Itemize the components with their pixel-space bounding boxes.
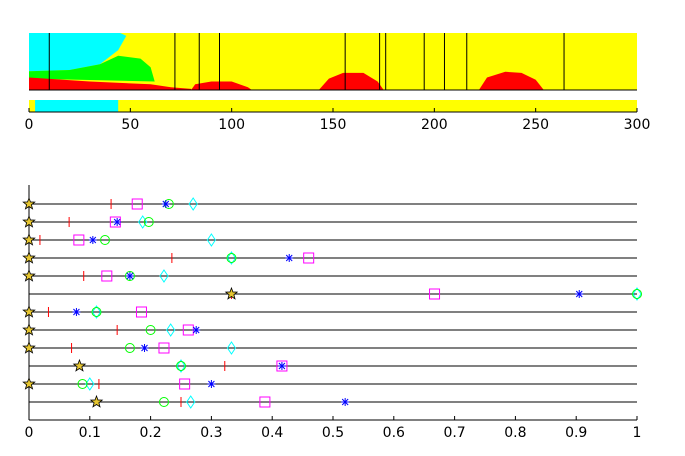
x-tick-label: 0.7	[443, 425, 465, 441]
diamond-marker	[632, 287, 642, 301]
x-tick-label: 250	[522, 117, 549, 133]
x-tick-label: 0.2	[139, 425, 161, 441]
square-marker	[429, 288, 441, 300]
circle-marker	[100, 235, 110, 245]
square-marker	[276, 360, 288, 372]
red-region-4	[478, 71, 544, 90]
diamond-marker	[159, 269, 169, 283]
star-marker	[22, 268, 36, 282]
row-3	[22, 232, 637, 247]
square-marker	[73, 234, 85, 246]
row-7	[22, 304, 637, 319]
red-region-3	[318, 72, 384, 90]
circle-marker	[632, 289, 642, 299]
bar-cyan	[35, 100, 119, 112]
x-tick-label: 1	[633, 425, 642, 441]
asterisk-marker	[192, 326, 201, 334]
red-region-2	[191, 81, 252, 90]
row-10	[29, 358, 637, 373]
asterisk-marker	[113, 218, 122, 226]
row-4	[22, 250, 637, 265]
asterisk-marker	[88, 236, 97, 244]
row-8	[22, 322, 637, 337]
star-marker	[22, 214, 36, 228]
x-tick-label: 0.9	[565, 425, 587, 441]
star-marker	[224, 286, 239, 300]
x-tick-label: 0.5	[322, 425, 344, 441]
diamond-marker	[186, 395, 196, 409]
square-marker	[131, 198, 143, 210]
x-tick-label: 0	[25, 425, 34, 441]
asterisk-marker	[140, 344, 149, 352]
star-marker	[22, 304, 36, 318]
asterisk-marker	[161, 200, 170, 208]
square-marker	[179, 378, 191, 390]
circle-marker	[226, 253, 237, 263]
square-marker	[259, 396, 271, 408]
asterisk-marker	[575, 290, 584, 298]
star-marker	[89, 394, 104, 408]
asterisk-marker	[72, 308, 81, 316]
green-region	[29, 55, 155, 82]
diamond-marker	[226, 341, 237, 355]
diamond-marker	[226, 251, 237, 265]
square-marker	[303, 252, 315, 264]
diamond-marker	[166, 323, 176, 337]
diamond-marker	[138, 215, 148, 229]
marker-rows-chart: 0 0.1 0.2 0.3 0.4 0.5 0.6 0.7 0.8 0.9 1	[22, 185, 642, 441]
square-marker	[135, 306, 147, 318]
diamond-marker	[176, 359, 186, 373]
circle-marker	[145, 325, 156, 335]
x-tick-label: 0.1	[79, 425, 101, 441]
x-tick-label: 0.8	[504, 425, 526, 441]
star-marker	[22, 376, 36, 390]
x-tick-label: 150	[320, 117, 347, 133]
star-marker	[22, 196, 36, 210]
bar-background	[29, 100, 637, 112]
row-9	[22, 340, 637, 355]
diamond-marker	[206, 233, 217, 247]
row-1	[22, 196, 637, 211]
x-tick-label: 50	[121, 117, 139, 133]
circle-marker	[124, 343, 135, 353]
x-tick-label: 200	[421, 117, 448, 133]
diamond-marker	[188, 197, 198, 211]
star-marker	[22, 340, 36, 354]
asterisk-marker	[125, 272, 134, 280]
asterisk-marker	[341, 398, 350, 406]
star-marker	[72, 358, 87, 372]
asterisk-marker	[207, 380, 216, 388]
top-band-chart: 0 50 100 150 200 250 300	[25, 33, 651, 133]
star-marker	[22, 322, 36, 336]
circle-marker	[91, 307, 102, 317]
row-11	[22, 376, 637, 391]
x-tick-label: 0.6	[383, 425, 405, 441]
circle-marker	[176, 361, 186, 371]
square-marker	[158, 342, 170, 354]
asterisk-marker	[285, 254, 294, 262]
circle-marker	[158, 397, 169, 407]
x-tick-label: 0.3	[200, 425, 222, 441]
square-marker	[101, 270, 113, 282]
circle-marker	[143, 217, 154, 227]
asterisk-marker	[277, 362, 286, 370]
star-marker	[22, 250, 36, 264]
row-6	[29, 286, 642, 301]
x-tick-label: 100	[218, 117, 245, 133]
x-tick-label: 0.4	[261, 425, 283, 441]
circle-marker	[124, 271, 135, 281]
diamond-marker	[85, 377, 95, 391]
circle-marker	[77, 379, 88, 389]
row-5	[22, 268, 637, 283]
row-2	[22, 214, 637, 229]
diamond-marker	[91, 305, 102, 319]
row-12	[29, 394, 637, 409]
x-tick-label: 0	[25, 117, 34, 133]
star-marker	[22, 232, 36, 246]
x-tick-label: 300	[624, 117, 651, 133]
cyan-region	[29, 33, 127, 72]
red-region-1	[29, 77, 192, 90]
